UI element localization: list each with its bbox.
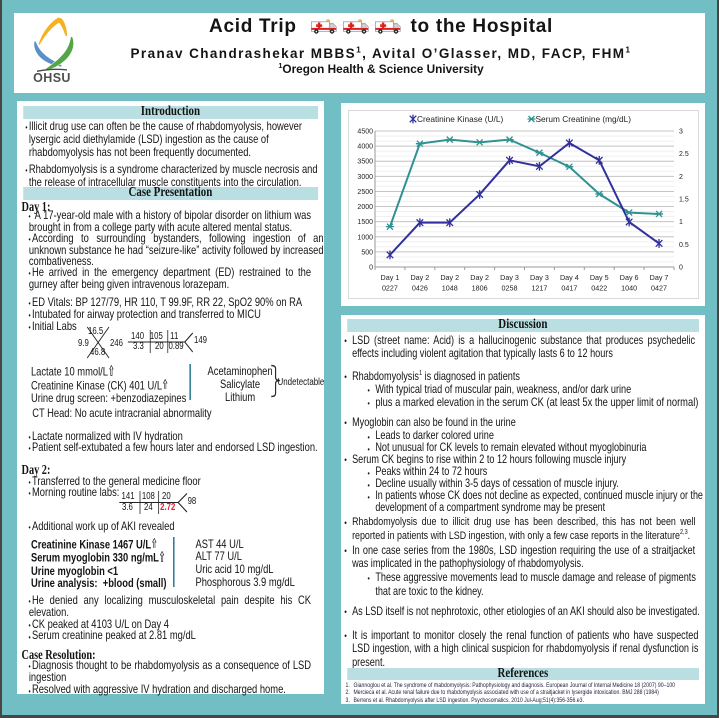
svg-text:3000: 3000 bbox=[357, 174, 373, 181]
svg-text:OHSU: OHSU bbox=[33, 71, 71, 85]
svg-text:0: 0 bbox=[679, 265, 683, 272]
svg-text:0426: 0426 bbox=[412, 284, 428, 293]
svg-text:2.5: 2.5 bbox=[679, 151, 689, 158]
svg-text:Day 3: Day 3 bbox=[530, 273, 549, 282]
svg-text:1.5: 1.5 bbox=[679, 197, 689, 204]
svg-text:Day 4: Day 4 bbox=[560, 273, 579, 282]
svg-text:1806: 1806 bbox=[472, 284, 488, 293]
svg-text:0: 0 bbox=[369, 265, 373, 272]
svg-text:Day 7: Day 7 bbox=[650, 273, 669, 282]
svg-text:1217: 1217 bbox=[531, 284, 547, 293]
svg-text:Day 3: Day 3 bbox=[500, 273, 519, 282]
svg-text:4000: 4000 bbox=[357, 144, 373, 151]
svg-text:1000: 1000 bbox=[357, 234, 373, 241]
svg-text:Serum Creatinine (mg/dL): Serum Creatinine (mg/dL) bbox=[536, 114, 632, 124]
svg-text:0417: 0417 bbox=[561, 284, 577, 293]
svg-text:500: 500 bbox=[361, 249, 373, 256]
svg-text:0.5: 0.5 bbox=[679, 242, 689, 249]
svg-text:3500: 3500 bbox=[357, 159, 373, 166]
svg-text:1040: 1040 bbox=[621, 284, 637, 293]
svg-text:Day 5: Day 5 bbox=[590, 273, 609, 282]
svg-text:0427: 0427 bbox=[651, 284, 667, 293]
svg-text:1500: 1500 bbox=[357, 219, 373, 226]
svg-text:1: 1 bbox=[679, 219, 683, 226]
svg-text:1048: 1048 bbox=[442, 284, 458, 293]
svg-text:4500: 4500 bbox=[357, 129, 373, 136]
svg-text:2: 2 bbox=[679, 174, 683, 181]
svg-text:0258: 0258 bbox=[502, 284, 518, 293]
svg-text:Day 1: Day 1 bbox=[381, 273, 400, 282]
svg-text:Creatinine Kinase (U/L): Creatinine Kinase (U/L) bbox=[417, 114, 503, 124]
svg-text:Day 2: Day 2 bbox=[470, 273, 489, 282]
svg-text:2000: 2000 bbox=[357, 204, 373, 211]
svg-text:3: 3 bbox=[679, 129, 683, 136]
svg-text:Day 2: Day 2 bbox=[410, 273, 429, 282]
svg-text:0227: 0227 bbox=[382, 284, 398, 293]
svg-text:Day 6: Day 6 bbox=[620, 273, 639, 282]
svg-text:0422: 0422 bbox=[591, 284, 607, 293]
svg-text:2500: 2500 bbox=[357, 189, 373, 196]
svg-text:Day 2: Day 2 bbox=[440, 273, 459, 282]
